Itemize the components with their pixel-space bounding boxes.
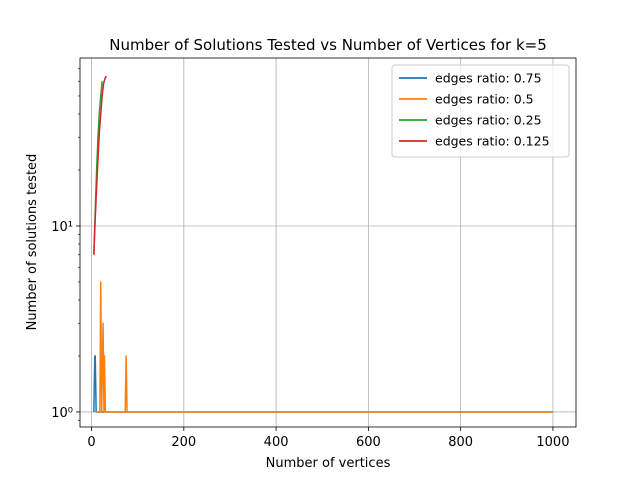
x-tick-label: 0 (87, 435, 95, 450)
legend: edges ratio: 0.75 edges ratio: 0.5 edges r… (391, 64, 570, 158)
series-line-2 (96, 281, 553, 413)
x-tick-label: 600 (356, 435, 381, 450)
series-line-1 (93, 355, 553, 413)
x-tick-label: 200 (171, 435, 196, 450)
series-line-4 (93, 75, 107, 255)
legend-box (391, 64, 570, 158)
y-axis-label: Number of solutions tested (25, 154, 40, 331)
legend-label-3: edges ratio: 0.25 (435, 113, 542, 128)
legend-label-4: edges ratio: 0.125 (435, 134, 550, 149)
chart-title: Number of Solutions Tested vs Number of … (109, 36, 547, 54)
y-tick-label: 10¹ (51, 220, 73, 235)
y-tick-label: 10⁰ (51, 406, 73, 421)
x-axis-label: Number of vertices (266, 456, 391, 471)
legend-label-2: edges ratio: 0.5 (435, 92, 534, 107)
x-tick-label: 400 (264, 435, 289, 450)
legend-label-1: edges ratio: 0.75 (435, 71, 542, 86)
x-tick-label: 1000 (536, 435, 569, 450)
x-tick-label: 800 (448, 435, 473, 450)
axes-frame (79, 57, 577, 428)
